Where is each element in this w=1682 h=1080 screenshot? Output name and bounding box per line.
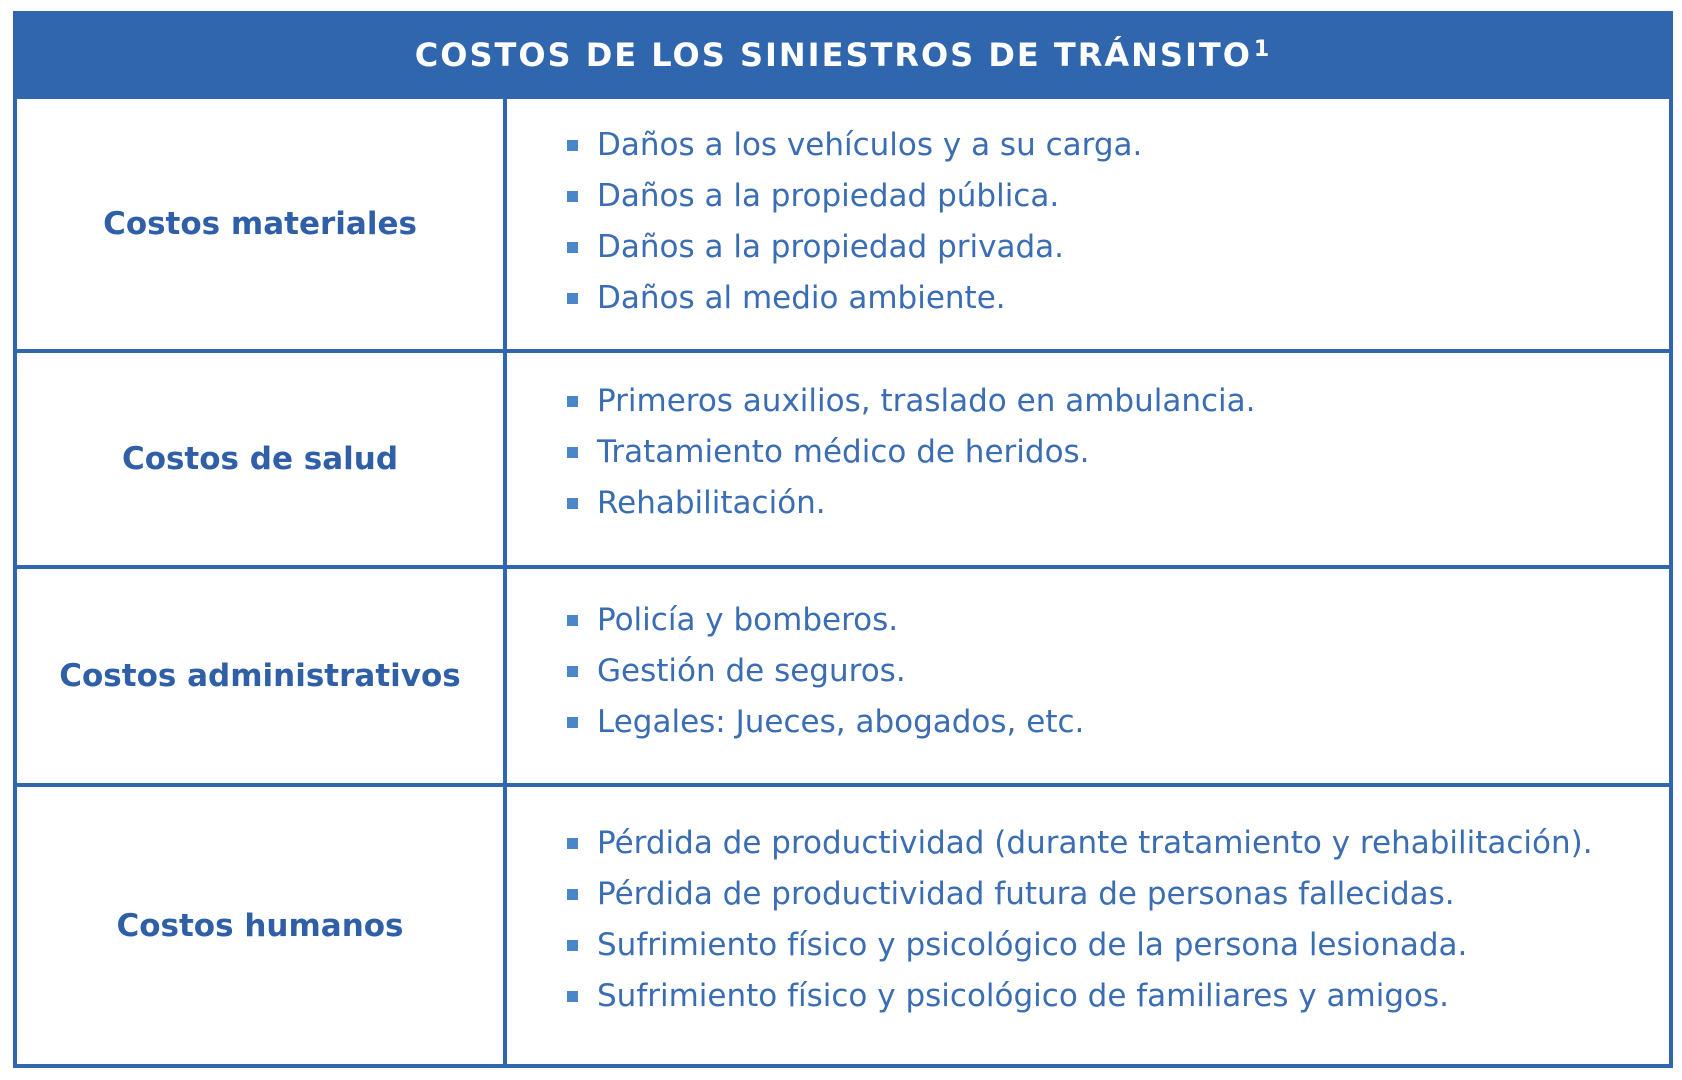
row-items: Daños a los vehículos y a su carga. Daño… (507, 99, 1669, 349)
list-item: Sufrimiento físico y psicológico de la p… (567, 920, 1669, 971)
square-bullet-icon (567, 888, 578, 900)
row-label: Costos administrativos (17, 569, 507, 783)
table-row: Costos humanos Pérdida de productividad … (17, 783, 1669, 1064)
list-item-text: Primeros auxilios, traslado en ambulanci… (597, 382, 1256, 419)
list-item-text: Pérdida de productividad (durante tratam… (597, 824, 1593, 861)
row-items: Primeros auxilios, traslado en ambulanci… (507, 353, 1669, 565)
list-item-text: Pérdida de productividad futura de perso… (597, 875, 1455, 912)
row-items: Policía y bomberos. Gestión de seguros. … (507, 569, 1669, 783)
table-title-text: COSTOS DE LOS SINIESTROS DE TRÁNSITO (414, 36, 1252, 74)
table-row: Costos administrativos Policía y bombero… (17, 565, 1669, 783)
square-bullet-icon (567, 497, 578, 509)
list-item: Gestión de seguros. (567, 646, 1669, 697)
list-item: Daños al medio ambiente. (567, 273, 1669, 324)
list-item-text: Sufrimiento físico y psicológico de la p… (597, 926, 1468, 963)
list-item: Daños a los vehículos y a su carga. (567, 120, 1669, 171)
table-row: Costos materiales Daños a los vehículos … (17, 95, 1669, 349)
list-item-text: Policía y bomberos. (597, 601, 899, 638)
row-label: Costos materiales (17, 99, 507, 349)
square-bullet-icon (567, 614, 578, 626)
square-bullet-icon (567, 140, 578, 151)
table-title: COSTOS DE LOS SINIESTROS DE TRÁNSITO 1 (17, 15, 1669, 95)
list-item: Legales: Jueces, abogados, etc. (567, 697, 1669, 748)
list-item-text: Daños a la propiedad privada. (597, 229, 1064, 265)
list-item-text: Rehabilitación. (597, 484, 826, 521)
list-item: Policía y bomberos. (567, 595, 1669, 646)
list-item: Daños a la propiedad pública. (567, 171, 1669, 222)
list-item-text: Daños a la propiedad pública. (597, 178, 1060, 214)
square-bullet-icon (567, 716, 578, 728)
row-label: Costos humanos (17, 787, 507, 1064)
list-item-text: Legales: Jueces, abogados, etc. (597, 703, 1085, 740)
list-item-text: Tratamiento médico de heridos. (597, 433, 1090, 470)
list-item-text: Gestión de seguros. (597, 652, 906, 689)
list-item: Primeros auxilios, traslado en ambulanci… (567, 376, 1669, 427)
list-item-text: Daños al medio ambiente. (597, 280, 1006, 316)
row-items: Pérdida de productividad (durante tratam… (507, 787, 1669, 1064)
list-item: Pérdida de productividad futura de perso… (567, 869, 1669, 920)
costs-table: COSTOS DE LOS SINIESTROS DE TRÁNSITO 1 Co… (13, 11, 1673, 1068)
title-footnote-marker: 1 (1253, 36, 1272, 62)
list-item: Sufrimiento físico y psicológico de fami… (567, 971, 1669, 1022)
list-item-text: Sufrimiento físico y psicológico de fami… (597, 977, 1449, 1014)
square-bullet-icon (567, 191, 578, 202)
list-item: Pérdida de productividad (durante tratam… (567, 818, 1669, 869)
square-bullet-icon (567, 293, 578, 304)
row-label: Costos de salud (17, 353, 507, 565)
square-bullet-icon (567, 242, 578, 253)
list-item-text: Daños a los vehículos y a su carga. (597, 127, 1143, 163)
square-bullet-icon (567, 665, 578, 677)
square-bullet-icon (567, 446, 578, 458)
table-row: Costos de salud Primeros auxilios, trasl… (17, 349, 1669, 565)
square-bullet-icon (567, 837, 578, 849)
list-item: Tratamiento médico de heridos. (567, 427, 1669, 478)
square-bullet-icon (567, 939, 578, 951)
list-item: Daños a la propiedad privada. (567, 222, 1669, 273)
square-bullet-icon (567, 990, 578, 1002)
list-item: Rehabilitación. (567, 478, 1669, 529)
square-bullet-icon (567, 395, 578, 407)
